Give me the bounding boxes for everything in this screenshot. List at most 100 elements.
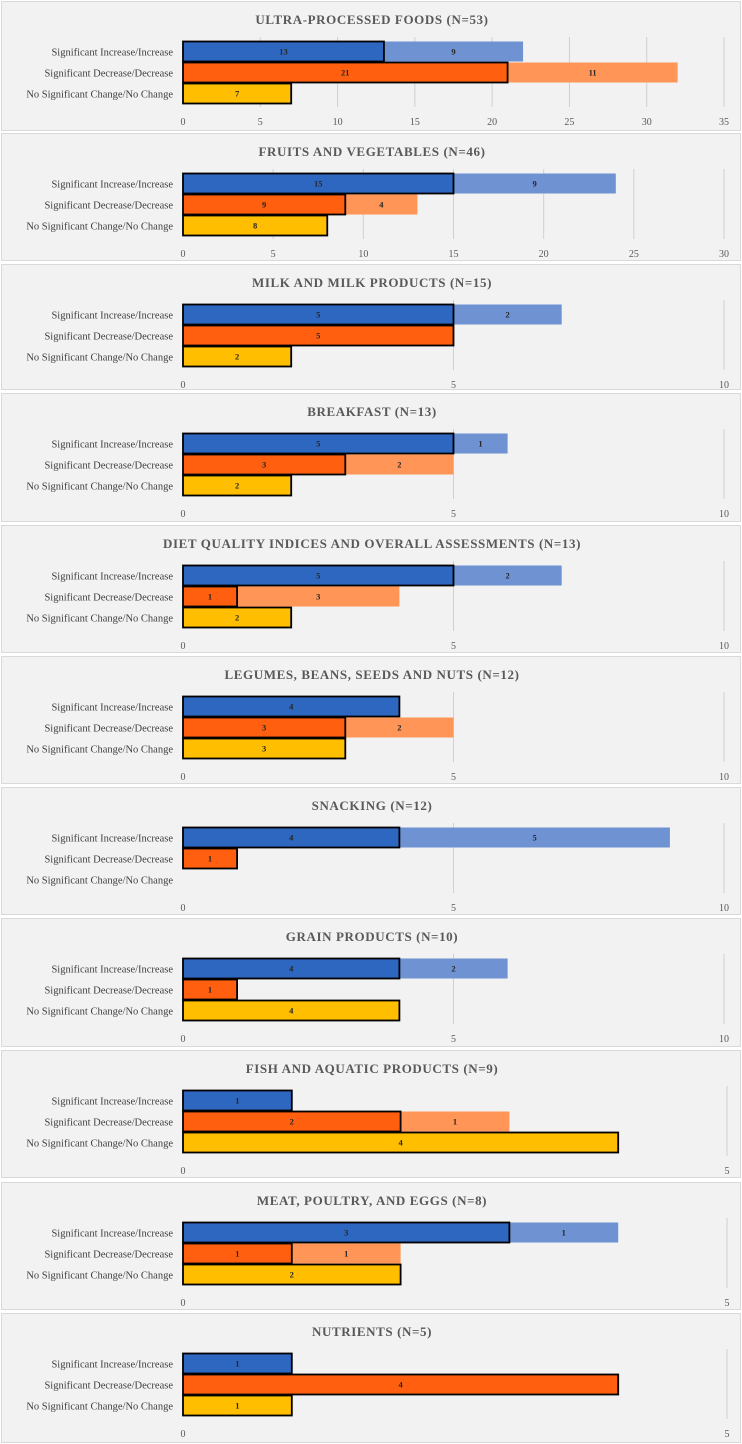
category-label: No Significant Change/No Change [26, 1271, 173, 1282]
data-label: 2 [235, 352, 239, 362]
bar-decrease-nonsignificant [291, 1243, 401, 1264]
data-label: 4 [289, 702, 294, 712]
chart-title: NUTRIENTS (N=5) [312, 1324, 432, 1339]
x-tick-label: 15 [449, 249, 459, 260]
chart-panel: ULTRA-PROCESSED FOODS (N=53) Significant … [1, 1, 741, 131]
bar-increase-nonsignificant [509, 1222, 619, 1243]
x-tick-label: 10 [719, 509, 729, 520]
chart-title: BREAKFAST (N=13) [307, 404, 437, 419]
chart-svg: GRAIN PRODUCTS (N=10) Significant Increas… [26, 929, 729, 1045]
chart-svg: MILK AND MILK PRODUCTS (N=15) Significant… [26, 275, 729, 391]
chart-panel: MILK AND MILK PRODUCTS (N=15) Significant… [1, 264, 741, 391]
bar-increase-nonsignificant [453, 433, 508, 454]
bar-decrease-significant [182, 324, 455, 347]
x-tick-label: 25 [629, 249, 639, 260]
bar-no-change-significant [182, 1263, 402, 1286]
x-tick-label: 5 [451, 772, 456, 783]
data-label: 2 [235, 481, 239, 491]
bar-no-change-significant [182, 737, 347, 760]
x-tick-label: 10 [719, 903, 729, 914]
bar-increase-significant [182, 564, 455, 587]
data-label: 9 [451, 47, 455, 57]
category-label: No Significant Change/No Change [26, 1139, 173, 1150]
x-tick-label: 35 [719, 117, 729, 128]
chart-title: LEGUMES, BEANS, SEEDS AND NUTS (N=12) [224, 667, 519, 682]
bar-decrease-significant [182, 716, 347, 739]
category-label: Significant Decrease/Decrease [44, 593, 173, 604]
chart-panel: GRAIN PRODUCTS (N=10) Significant Increas… [1, 918, 741, 1047]
data-label: 8 [253, 221, 257, 231]
data-label: 1 [235, 1401, 239, 1411]
data-label: 9 [262, 200, 266, 210]
chart-panel: SNACKING (N=12) Significant Increase/Incr… [1, 787, 741, 915]
bar-increase-nonsignificant [399, 958, 508, 979]
data-label: 7 [235, 89, 240, 99]
category-label: Significant Decrease/Decrease [44, 332, 173, 343]
bar-decrease-significant [182, 1242, 293, 1265]
data-label: 2 [451, 964, 455, 974]
bar-no-change-significant [182, 606, 293, 629]
x-tick-label: 5 [725, 1429, 730, 1440]
chart-title: MEAT, POULTRY, AND EGGS (N=8) [257, 1193, 487, 1208]
category-label: Significant Decrease/Decrease [44, 69, 173, 80]
data-label: 3 [262, 744, 266, 754]
data-label: 2 [505, 571, 509, 581]
data-label: 2 [290, 1117, 294, 1127]
data-label: 4 [289, 833, 294, 843]
bar-decrease-nonsignificant [507, 62, 678, 83]
x-tick-label: 30 [719, 249, 729, 260]
category-label: No Significant Change/No Change [26, 876, 173, 887]
bar-increase-significant [182, 432, 455, 455]
category-label: Significant Increase/Increase [51, 1097, 173, 1108]
x-tick-label: 20 [487, 117, 497, 128]
bar-no-change-significant [182, 345, 293, 368]
x-tick-label: 0 [181, 509, 186, 520]
data-label: 3 [344, 1228, 348, 1238]
bar-decrease-nonsignificant [345, 717, 454, 738]
bar-increase-significant [182, 1221, 511, 1244]
category-label: No Significant Change/No Change [26, 353, 173, 364]
bar-no-change-significant [182, 82, 293, 105]
chart-svg: NUTRIENTS (N=5) Significant Increase/Incr… [26, 1324, 730, 1440]
x-tick-label: 0 [181, 1298, 186, 1309]
category-label: No Significant Change/No Change [26, 745, 173, 756]
chart-panel: NUTRIENTS (N=5) Significant Increase/Incr… [1, 1313, 741, 1443]
data-label: 11 [589, 68, 597, 78]
x-tick-label: 10 [719, 641, 729, 652]
x-tick-label: 0 [181, 641, 186, 652]
bar-decrease-nonsignificant [345, 194, 418, 215]
bar-decrease-significant [182, 61, 509, 84]
data-label: 5 [533, 833, 537, 843]
chart-svg: FISH AND AQUATIC PRODUCTS (N=9) Significa… [26, 1061, 729, 1177]
chart-svg: LEGUMES, BEANS, SEEDS AND NUTS (N=12) Sig… [26, 667, 729, 783]
data-label: 1 [478, 439, 482, 449]
category-label: No Significant Change/No Change [26, 1402, 173, 1413]
bar-decrease-significant [182, 1110, 402, 1133]
data-label: 5 [316, 331, 320, 341]
bar-no-change-significant [182, 1394, 293, 1417]
chart-svg: ULTRA-PROCESSED FOODS (N=53) Significant … [26, 12, 729, 128]
x-tick-label: 5 [451, 1034, 456, 1045]
chart-title: MILK AND MILK PRODUCTS (N=15) [252, 275, 492, 290]
bar-decrease-nonsignificant [237, 586, 400, 607]
data-label: 1 [344, 1249, 348, 1259]
category-label: Significant Increase/Increase [51, 703, 173, 714]
data-label: 1 [235, 1096, 239, 1106]
bar-decrease-significant [182, 585, 238, 608]
data-label: 3 [316, 592, 320, 602]
chart-svg: SNACKING (N=12) Significant Increase/Incr… [26, 798, 729, 914]
category-label: No Significant Change/No Change [26, 482, 173, 493]
category-label: Significant Decrease/Decrease [44, 1250, 173, 1261]
bar-increase-significant [182, 1352, 293, 1375]
bar-decrease-significant [182, 193, 347, 216]
data-label: 5 [316, 439, 320, 449]
category-label: Significant Increase/Increase [51, 440, 173, 451]
bar-no-change-significant [182, 474, 293, 497]
x-tick-label: 0 [181, 903, 186, 914]
category-label: Significant Increase/Increase [51, 1229, 173, 1240]
category-label: Significant Decrease/Decrease [44, 855, 173, 866]
bar-no-change-significant [182, 214, 329, 237]
data-label: 21 [341, 68, 350, 78]
data-label: 4 [379, 200, 384, 210]
